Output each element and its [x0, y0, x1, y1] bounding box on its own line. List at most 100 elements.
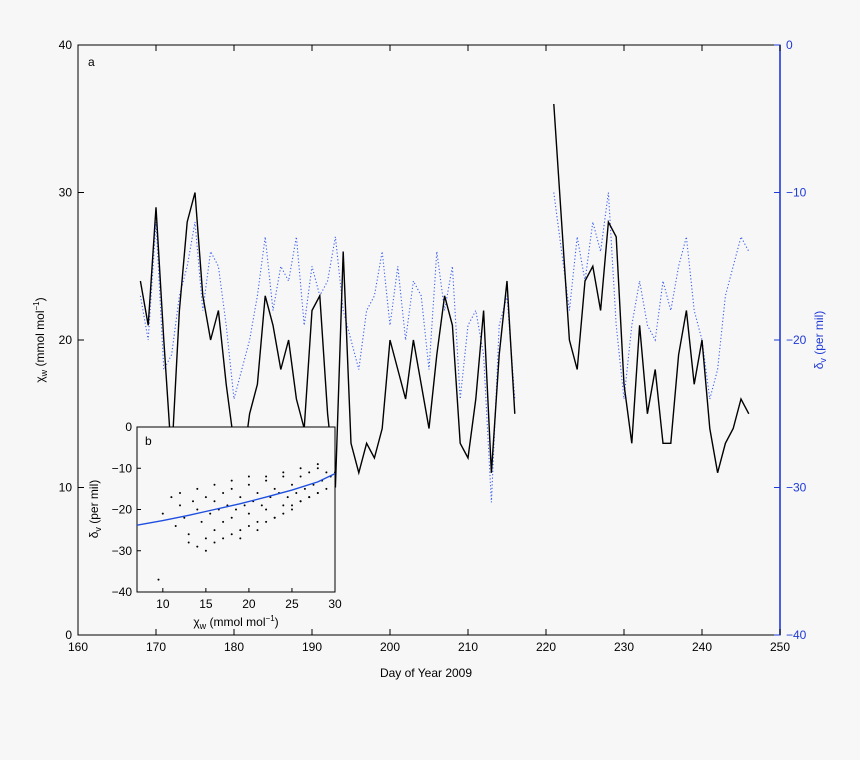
main-y-ticks-left: 0 10 20 30 40 [59, 38, 84, 642]
scatter-point [260, 504, 263, 507]
svg-text:χw (mmol mol−1): χw (mmol mol−1) [32, 297, 49, 382]
ylabel-left-symbol: χ [33, 376, 47, 383]
scatter-point [222, 520, 225, 523]
inset-y-axis-label: δv (per mil) [87, 480, 103, 539]
scatter-point [312, 483, 315, 486]
scatter-point [230, 533, 233, 536]
scatter-point [222, 537, 225, 540]
scatter-point [200, 520, 203, 523]
main-x-tick-label: 160 [68, 640, 88, 654]
inset-y-tick-label: −40 [112, 585, 133, 599]
main-y-tick-label-right: −30 [786, 481, 807, 495]
inset-x-tick-label: 30 [328, 597, 342, 611]
scatter-point [174, 525, 177, 527]
scatter-point [157, 578, 160, 581]
scatter-point [308, 496, 311, 499]
inset-x-tick-label: 25 [285, 597, 299, 611]
scatter-point [286, 496, 289, 499]
ylabel-left-sub: w [39, 369, 49, 377]
main-x-tick-label: 210 [458, 640, 478, 654]
scatter-point [265, 479, 268, 482]
scatter-point [187, 533, 190, 536]
scatter-point [256, 529, 259, 532]
scatter-point [316, 467, 319, 470]
scatter-point [282, 475, 285, 478]
scatter-point [291, 504, 293, 507]
main-x-ticks: 160 170 180 190 200 210 220 230 240 250 [68, 45, 790, 654]
scatter-point [230, 516, 233, 519]
scatter-point [209, 512, 212, 515]
main-x-tick-label: 240 [692, 640, 712, 654]
scatter-point [196, 487, 199, 490]
scatter-point [204, 537, 207, 540]
ylabel-left-unit-pre: (mmol mol [33, 310, 47, 369]
main-x-tick-label: 250 [770, 640, 790, 654]
scatter-point [239, 529, 242, 532]
scatter-point [204, 549, 207, 552]
scatter-point [239, 537, 242, 540]
scatter-point [256, 492, 259, 494]
scatter-point [230, 479, 233, 482]
main-y-tick-label-left: 30 [59, 186, 73, 200]
main-y-tick-label-right: −20 [786, 333, 807, 347]
panel-b-label: b [145, 434, 152, 448]
scatter-point [265, 508, 268, 511]
ylabel-right-sub: v [818, 358, 828, 363]
panel-a-label: a [88, 55, 95, 69]
ylabel-right-unit: (per mil) [812, 311, 826, 358]
scatter-point [187, 541, 190, 544]
scatter-point [303, 487, 306, 490]
inset-xlabel-sub: w [199, 621, 207, 631]
svg-text:δv (per mil): δv (per mil) [87, 480, 103, 539]
scatter-point [230, 487, 233, 490]
inset-x-tick-label: 15 [199, 597, 213, 611]
scatter-point [192, 500, 194, 503]
inset-ylabel-unit: (per mil) [87, 480, 101, 527]
inset-x-tick-label: 10 [156, 597, 170, 611]
ylabel-right-symbol: δ [812, 362, 826, 369]
main-x-tick-label: 230 [614, 640, 634, 654]
main-y-tick-label-left: 10 [59, 481, 73, 495]
main-x-axis-label: Day of Year 2009 [380, 666, 472, 680]
main-y-tick-label-right: −10 [786, 186, 807, 200]
inset-y-tick-label: 0 [125, 420, 132, 434]
inset-y-ticks: 0 −10 −20 −30 −40 [112, 420, 141, 599]
inset-scatter-points [157, 463, 336, 581]
scatter-point [256, 520, 259, 523]
scatter-point [247, 475, 250, 478]
scatter-point [316, 492, 319, 494]
inset-ylabel-symbol: δ [87, 531, 101, 538]
scatter-point [213, 529, 216, 532]
inset-x-tick-label: 20 [242, 597, 256, 611]
inset-ylabel-sub: v [93, 527, 103, 532]
scatter-point [282, 504, 285, 507]
inset-panel-b: b 10 15 20 25 30 0−10−20−30−40 δv (per mil) … [87, 420, 342, 631]
main-y-tick-label-left: 0 [65, 628, 72, 642]
scatter-point [243, 504, 246, 507]
scatter-point [291, 483, 293, 486]
scatter-point [196, 545, 199, 548]
main-y-tick-label-left: 40 [59, 38, 73, 52]
scatter-point [183, 516, 186, 519]
scatter-point [265, 520, 268, 523]
main-x-tick-label: 190 [302, 640, 322, 654]
scatter-point [334, 471, 336, 474]
scatter-point [299, 500, 302, 503]
scatter-point [273, 516, 276, 519]
delta-v-dotted-series [139, 192, 750, 503]
inset-fit-curve [136, 472, 336, 526]
scatter-point [265, 475, 268, 478]
main-y-tick-label-right: −40 [786, 628, 807, 642]
scatter-point [239, 496, 242, 499]
svg-text:δv (per mil): δv (per mil) [812, 311, 828, 370]
scatter-point [222, 492, 225, 494]
scatter-point [282, 471, 285, 474]
scatter-point [204, 496, 207, 499]
inset-xlabel-unit-sup: −1 [266, 614, 276, 623]
inset-x-axis-label: χw (mmol mol−1) [193, 614, 278, 631]
main-y-axis-label-left: χw (mmol mol−1) [32, 297, 49, 382]
scatter-point [235, 508, 237, 511]
scatter-point [247, 483, 250, 486]
inset-y-tick-label: −20 [112, 503, 133, 517]
scatter-point [247, 525, 250, 527]
